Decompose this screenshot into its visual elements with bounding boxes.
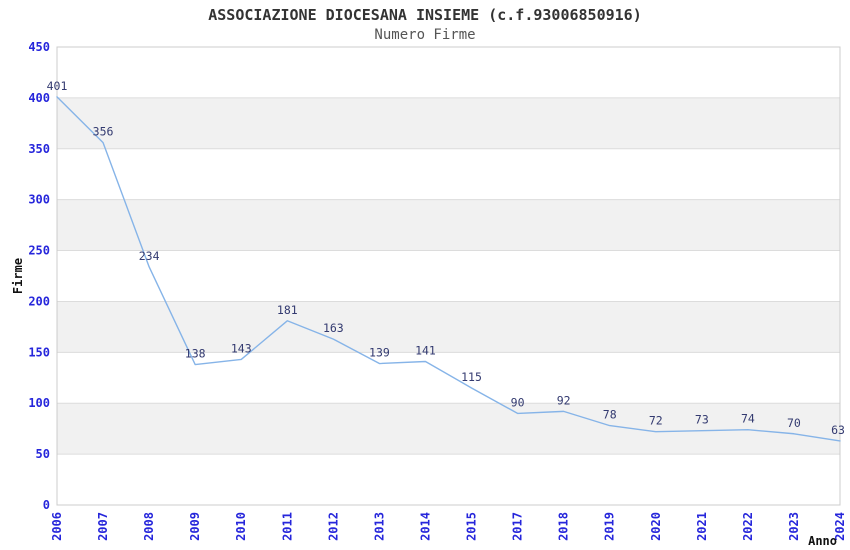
y-tick-label: 200 [28,294,50,308]
y-tick-label: 300 [28,193,50,207]
y-tick-label: 150 [28,345,50,359]
data-label: 92 [557,393,571,407]
data-label: 74 [741,412,755,426]
x-tick-label: 2023 [787,512,801,541]
x-tick-label: 2011 [280,512,294,541]
data-label: 356 [93,125,114,139]
data-label: 115 [461,370,482,384]
data-label: 70 [787,416,801,430]
data-label: 72 [649,414,663,428]
y-tick-label: 400 [28,91,50,105]
data-label: 401 [47,79,68,93]
x-tick-label: 2006 [50,512,64,541]
data-label: 143 [231,341,252,355]
y-band [57,403,840,455]
x-tick-label: 2008 [142,512,156,541]
data-label: 181 [277,303,298,317]
data-label: 141 [415,343,436,357]
chart-subtitle: Numero Firme [374,27,476,43]
chart-title: ASSOCIAZIONE DIOCESANA INSIEME (c.f.9300… [208,6,642,24]
x-tick-label: 2019 [603,512,617,541]
x-axis-title: Anno [808,534,837,548]
x-tick-label: 2013 [372,512,386,541]
data-label: 90 [511,395,525,409]
x-tick-label: 2007 [96,512,110,541]
y-tick-label: 0 [43,498,50,512]
y-tick-label: 50 [36,447,50,461]
x-tick-label: 2014 [418,512,432,541]
x-tick-label: 2009 [188,512,202,541]
x-tick-label: 2017 [511,512,525,541]
x-tick-label: 2020 [649,512,663,541]
x-tick-label: 2022 [741,512,755,541]
data-label: 78 [603,408,617,422]
data-label: 73 [695,413,709,427]
y-axis-title: Firme [11,258,25,294]
y-band [57,301,840,353]
y-tick-label: 250 [28,244,50,258]
x-tick-label: 2012 [326,512,340,541]
y-band [57,199,840,251]
plot-border [56,46,841,506]
y-tick-label: 450 [28,40,50,54]
data-label: 234 [139,249,160,263]
y-tick-label: 350 [28,142,50,156]
data-label: 63 [831,423,845,437]
y-tick-label: 100 [28,396,50,410]
data-line [56,96,841,442]
x-tick-label: 2018 [557,512,571,541]
x-tick-label: 2015 [465,512,479,541]
x-tick-label: 2010 [234,512,248,541]
data-label: 139 [369,346,390,360]
x-tick-label: 2024 [833,512,847,541]
data-label: 138 [185,347,206,361]
x-tick-label: 2021 [695,512,709,541]
data-label: 163 [323,321,344,335]
y-band [57,97,840,149]
